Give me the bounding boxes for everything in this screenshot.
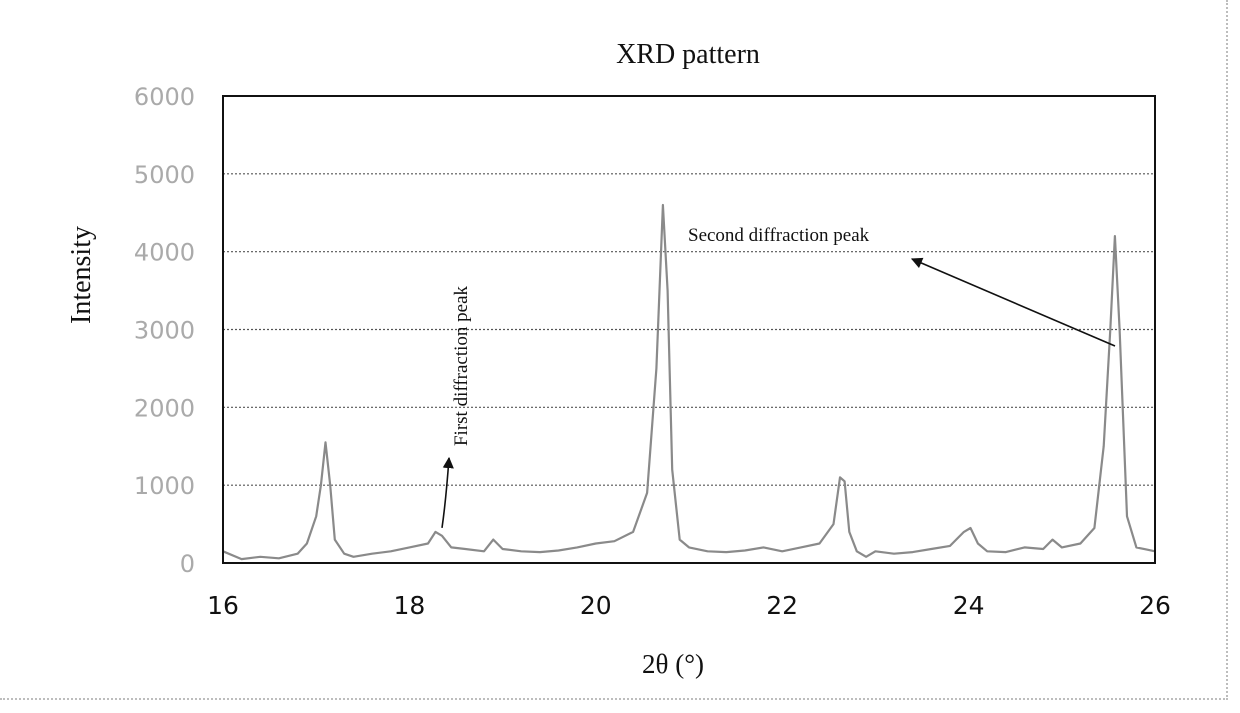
y-tick-label: 6000 (134, 83, 195, 111)
y-tick-label: 4000 (134, 239, 195, 267)
x-tick-label: 20 (580, 591, 612, 620)
y-tick-label: 5000 (134, 161, 195, 189)
y-tick-label: 3000 (134, 317, 195, 345)
x-tick-label: 24 (953, 591, 985, 620)
annotation-arrow-first (441, 456, 454, 529)
x-tick-label: 18 (393, 591, 425, 620)
series-line (222, 203, 1156, 561)
gridlines (223, 173, 1155, 486)
annotation-second-peak: Second diffraction peak (688, 225, 870, 246)
x-tick-label: 26 (1139, 591, 1171, 620)
y-tick-label: 1000 (134, 472, 195, 500)
chart-title: XRD pattern (616, 39, 760, 70)
annotation-first-peak: First diffraction peak (451, 285, 472, 446)
y-tick-label: 0 (180, 550, 195, 578)
figure-frame (0, 0, 1228, 700)
annotation-arrow-second (910, 257, 1116, 347)
plot-area-border (222, 95, 1156, 564)
y-axis-label: Intensity (66, 226, 97, 324)
x-axis-label: 2θ (°) (642, 649, 704, 679)
x-tick-labels: 16 18 20 22 24 26 (207, 591, 1171, 620)
y-tick-label: 2000 (134, 394, 195, 422)
y-tick-labels: 0 1000 2000 3000 4000 5000 6000 (134, 83, 195, 578)
x-tick-label: 16 (207, 591, 239, 620)
annotations: First diffraction peak Second diffraction… (441, 225, 1116, 529)
x-tick-label: 22 (766, 591, 798, 620)
